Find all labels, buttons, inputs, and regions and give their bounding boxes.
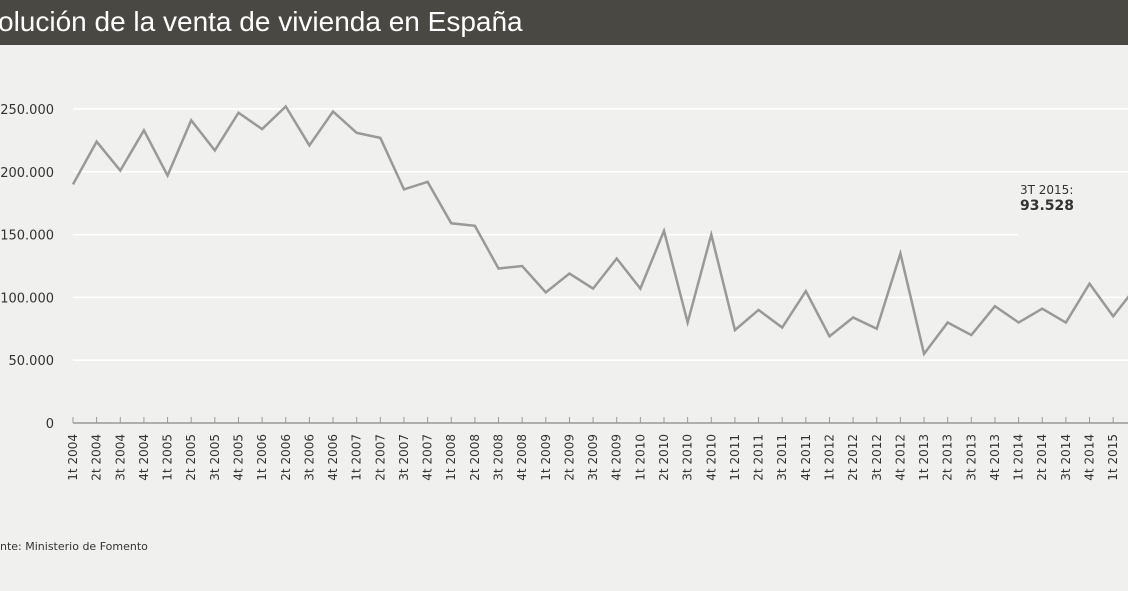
series-line [71,104,1128,357]
y-tick-label: 100.000 [0,291,54,306]
x-tick-label: 2t 2004 [90,434,104,481]
x-tick-label: 4t 2010 [704,434,718,481]
x-tick-label: 3t 2008 [492,434,506,481]
x-tick-label: 4t 2004 [137,434,151,481]
x-tick-label: 1t 2007 [350,434,364,481]
x-tick-label: 4t 2009 [610,434,624,481]
x-tick-label: 1t 2014 [1012,434,1026,481]
x-tick-label: 4t 2006 [326,434,340,481]
x-tick-label: 2t 2006 [279,434,293,481]
x-tick-label: 2t 2007 [373,434,387,481]
x-tick-label: 1t 2010 [633,434,647,481]
y-tick-label: 50.000 [9,354,55,369]
x-tick-label: 3t 2014 [1059,434,1073,481]
annotation-value: 93.528 [1020,198,1075,214]
x-tick-label: 3t 2005 [208,434,222,481]
line-chart: 0 50.000 100.000 150.000 200.000 250.000 1t 2… [0,103,1128,481]
x-tick-label: 2t 2010 [657,434,671,481]
x-tick-label: 1t 2012 [822,434,836,481]
x-tick-label: 2t 2009 [562,434,576,481]
x-tick-label: 1t 2006 [255,434,269,481]
x-tick-label: 2t 2012 [846,434,860,481]
x-tick-label: 1t 2011 [728,434,742,481]
x-tick-label: 4t 2014 [1083,434,1097,481]
x-tick-label: 4t 2012 [893,434,907,481]
x-tick-label: 1t 2015 [1106,434,1120,481]
x-tick-label: 3t 2007 [397,434,411,481]
y-tick-label: 200.000 [0,166,54,181]
x-tick-label: 3t 2012 [870,434,884,481]
x-tick-label: 4t 2011 [799,434,813,481]
x-tick-label: 3t 2009 [586,434,600,481]
x-tick-label: 1t 2004 [66,434,80,481]
x-tick-label: 2t 2008 [468,434,482,481]
x-tick-label: 3t 2006 [302,434,316,481]
annotation-latest-value: 3T 2015: 93.528 [1020,183,1074,214]
x-tick-label: 3t 2011 [775,434,789,481]
x-tick-label: 1t 2005 [161,434,175,481]
x-tick-label: 2t 2005 [184,434,198,481]
x-tick-label: 3t 2004 [113,434,127,481]
x-tick-label: 1t 2013 [917,434,931,481]
y-tick-label: 150.000 [0,229,54,244]
x-tick-label: 1t 2008 [444,434,458,481]
x-tick-label: 3t 2013 [964,434,978,481]
x-tick-label: 4t 2013 [988,434,1002,481]
x-tick-label: 2t 2011 [752,434,766,481]
source-note: nte: Ministerio de Fomento [0,540,148,553]
x-tick-label: 2t 2013 [941,434,955,481]
x-tick-label: 4t 2005 [231,434,245,481]
chart-title: olución de la venta de vivienda en Españ… [0,6,523,37]
title-bar: olución de la venta de vivienda en Españ… [0,0,1128,45]
annotation-label: 3T 2015: [1020,183,1074,197]
x-tick-label: 4t 2008 [515,434,529,481]
x-tick-label: 1t 2009 [539,434,553,481]
x-tick-label: 3t 2010 [681,434,695,481]
y-tick-label: 0 [46,417,54,432]
x-tick-label: 4t 2007 [421,434,435,481]
y-tick-label: 250.000 [0,103,54,118]
x-tick-label: 2t 2014 [1035,434,1049,481]
